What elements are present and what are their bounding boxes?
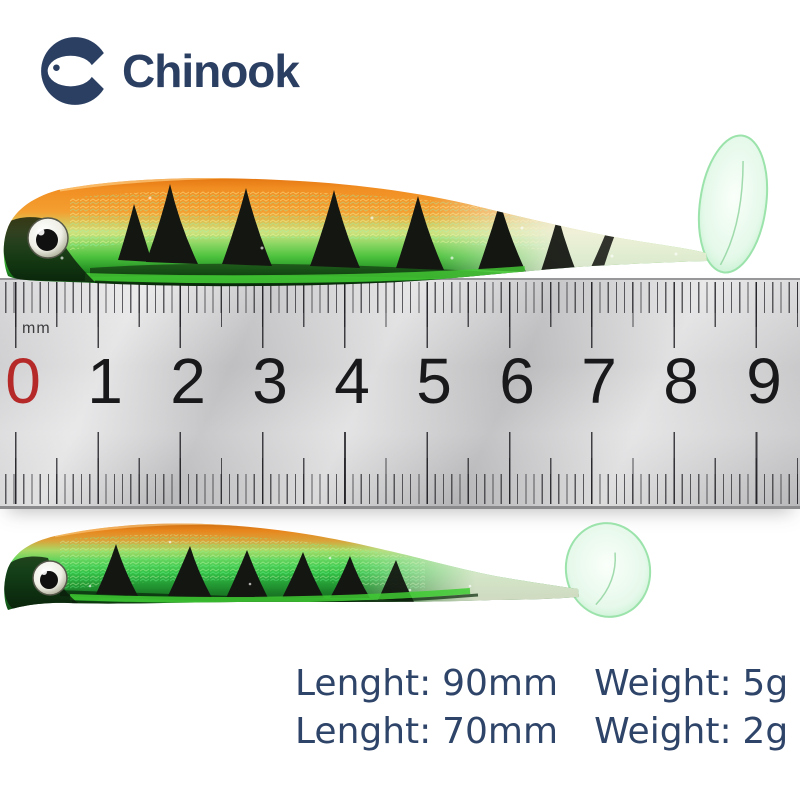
spec-line-small-lure: Lenght: 70mm Weight: 2g [295,708,788,756]
weight-label: Weight: [594,711,732,752]
ruler-number-6: 6 [499,345,535,417]
product-specs: Lenght: 90mm Weight: 5g Lenght: 70mm Weight: 2… [295,660,788,756]
lure-90mm-body [3,178,707,287]
brand-name: Chinook [122,45,300,97]
ruler-number-5: 5 [416,345,452,417]
lure-70mm-eye [32,560,68,596]
ruler-number-1: 1 [87,345,123,417]
brand-logo: Chinook [40,36,300,106]
weight-value: 5g [742,663,789,704]
length-value: 90mm [442,663,559,704]
fish-in-circle-logo-icon [41,37,110,105]
weight-value: 2g [742,711,789,752]
ruler-number-2: 2 [170,345,206,417]
ruler: mm 0 1 2 3 4 5 6 7 8 9 [0,278,800,509]
ruler-number-8: 8 [663,345,699,417]
ruler-unit-label: mm [22,320,51,337]
lure-90mm-eye [27,217,69,259]
ruler-number-7: 7 [581,345,617,417]
ruler-number-0: 0 [5,345,41,417]
spec-line-large-lure: Lenght: 90mm Weight: 5g [295,660,788,708]
ruler-number-3: 3 [252,345,288,417]
lure-70mm-body [4,523,579,611]
lure-70mm-image [4,522,652,618]
ruler-top-cm-ticks [0,282,800,348]
ruler-number-4: 4 [334,345,370,417]
lure-70mm-tail-paddle [564,522,652,618]
length-label: Lenght: [295,663,432,704]
length-label: Lenght: [295,711,432,752]
length-value: 70mm [442,711,559,752]
weight-label: Weight: [594,663,732,704]
lure-90mm-image [3,134,769,287]
ruler-bottom-cm-ticks [0,432,800,504]
lure-90mm-tail-paddle [697,134,769,274]
ruler-number-9: 9 [746,345,782,417]
